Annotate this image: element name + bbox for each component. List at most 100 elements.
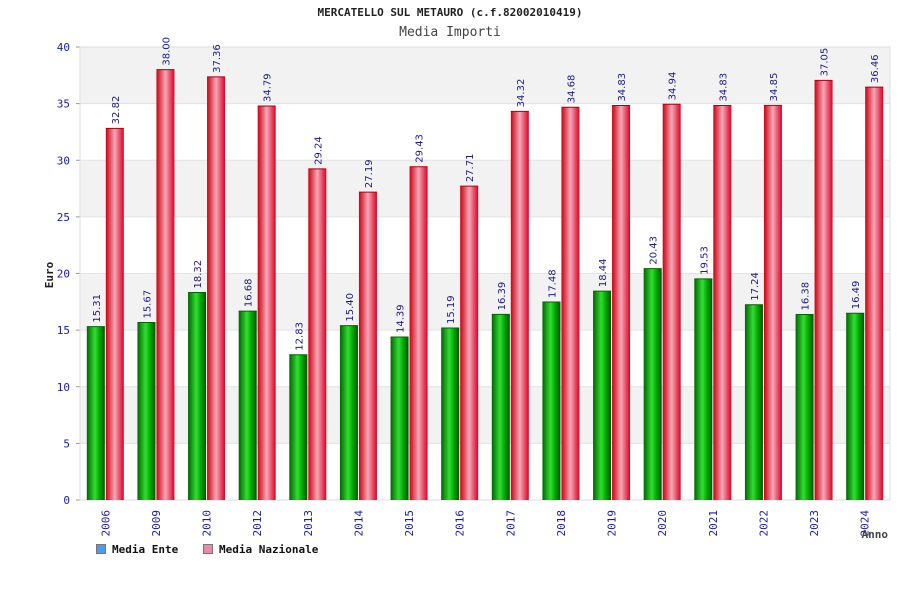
bar-media-ente (390, 337, 409, 500)
value-label-nazionale: 29.24 (313, 136, 324, 165)
x-tick-label: 2022 (757, 510, 770, 537)
bar-media-nazionale (156, 69, 175, 501)
y-tick-label: 5 (63, 437, 70, 450)
value-label-ente: 16.49 (851, 281, 862, 310)
y-tick-label: 40 (57, 41, 70, 54)
bar-media-ente (289, 354, 308, 500)
bar-media-ente (542, 302, 561, 500)
y-tick-label: 0 (63, 494, 70, 507)
bar-media-nazionale (814, 80, 833, 500)
value-label-nazionale: 36.46 (870, 54, 881, 83)
y-tick-label: 35 (57, 98, 70, 111)
bar-media-nazionale (460, 186, 479, 500)
x-tick-label: 2021 (707, 510, 720, 537)
bar-media-ente (441, 327, 460, 500)
value-label-ente: 15.31 (92, 294, 103, 323)
legend-swatch-nazionale (203, 544, 213, 554)
legend-swatch-ente (96, 544, 106, 554)
y-tick-label: 30 (57, 154, 70, 167)
y-tick-label: 15 (57, 324, 70, 337)
bar-media-nazionale (561, 107, 580, 501)
x-tick-label: 2019 (606, 510, 619, 537)
value-label-ente: 15.67 (142, 290, 153, 319)
value-label-nazionale: 37.36 (212, 44, 223, 73)
x-tick-label: 2006 (99, 510, 112, 537)
bar-media-ente (846, 313, 865, 500)
value-label-nazionale: 37.05 (820, 48, 831, 77)
bar-media-ente (795, 314, 814, 500)
value-label-ente: 15.19 (446, 295, 457, 324)
bar-media-ente (339, 325, 358, 500)
value-label-nazionale: 38.00 (161, 37, 172, 66)
x-tick-label: 2013 (302, 510, 315, 537)
value-label-nazionale: 29.43 (415, 134, 426, 163)
bar-media-nazionale (662, 104, 681, 500)
value-label-ente: 17.48 (547, 269, 558, 298)
value-label-nazionale: 34.83 (617, 73, 628, 102)
legend-media-nazionale: Media Nazionale (203, 543, 318, 556)
x-tick-label: 2017 (504, 510, 517, 537)
bar-media-nazionale (105, 128, 124, 500)
x-tick-label: 2023 (808, 510, 821, 537)
bar-media-ente (643, 268, 662, 500)
bar-media-ente (491, 314, 510, 500)
x-tick-label: 2020 (656, 510, 669, 537)
value-label-ente: 16.68 (244, 278, 255, 307)
bar-media-ente (238, 311, 257, 500)
value-label-ente: 17.24 (750, 272, 761, 301)
value-label-nazionale: 34.83 (718, 73, 729, 102)
value-label-nazionale: 34.68 (566, 75, 577, 104)
x-tick-label: 2010 (201, 510, 214, 537)
value-label-ente: 14.39 (396, 304, 407, 333)
bar-media-nazionale (713, 105, 732, 501)
x-tick-label: 2015 (403, 510, 416, 537)
bar-media-nazionale (763, 105, 782, 500)
bar-media-nazionale (612, 105, 631, 501)
x-tick-label: 2018 (555, 510, 568, 537)
bar-media-nazionale (409, 166, 428, 500)
value-label-ente: 18.32 (193, 260, 204, 289)
bar-media-nazionale (308, 168, 327, 500)
bar-media-nazionale (865, 87, 884, 500)
x-tick-label: 2014 (352, 510, 365, 537)
bar-media-nazionale (257, 106, 276, 501)
bar-media-nazionale (510, 111, 529, 501)
value-label-nazionale: 34.32 (516, 79, 527, 108)
bar-media-ente (593, 291, 612, 500)
x-axis-label: Anno (862, 528, 889, 541)
bar-media-ente (188, 292, 207, 500)
chart-subtitle: Media Importi (399, 25, 501, 40)
value-label-ente: 16.38 (801, 282, 812, 311)
value-label-ente: 12.83 (294, 322, 305, 351)
value-label-ente: 15.40 (345, 293, 356, 322)
bar-media-ente (137, 322, 156, 500)
value-label-ente: 19.53 (699, 246, 710, 275)
bar-media-ente (744, 304, 763, 500)
legend-media-ente: Media Ente (96, 543, 178, 556)
y-tick-label: 20 (57, 268, 70, 281)
x-tick-label: 2016 (454, 510, 467, 537)
x-tick-label: 2009 (150, 510, 163, 537)
legend-label-ente: Media Ente (112, 543, 179, 556)
chart-title: MERCATELLO SUL METAURO (c.f.82002010419) (317, 6, 583, 19)
plot-border (79, 46, 891, 501)
y-tick-label: 10 (57, 381, 70, 394)
value-label-nazionale: 27.19 (364, 159, 375, 188)
x-tick-label: 2012 (251, 510, 264, 537)
bar-media-nazionale (358, 192, 377, 501)
value-label-ente: 16.39 (497, 282, 508, 311)
value-label-nazionale: 34.79 (263, 73, 274, 102)
value-label-ente: 20.43 (649, 236, 660, 265)
bar-media-ente (86, 326, 105, 500)
value-label-nazionale: 34.85 (769, 73, 780, 102)
value-label-nazionale: 34.94 (668, 72, 679, 101)
bar-media-ente (694, 278, 713, 500)
y-axis-label: Euro (43, 261, 56, 288)
value-label-nazionale: 27.71 (465, 154, 476, 183)
legend-label-nazionale: Media Nazionale (219, 543, 319, 556)
y-tick-label: 25 (57, 211, 70, 224)
value-label-nazionale: 32.82 (111, 96, 122, 125)
bar-media-nazionale (207, 76, 226, 500)
x-tick-label: 2024 (859, 510, 872, 537)
